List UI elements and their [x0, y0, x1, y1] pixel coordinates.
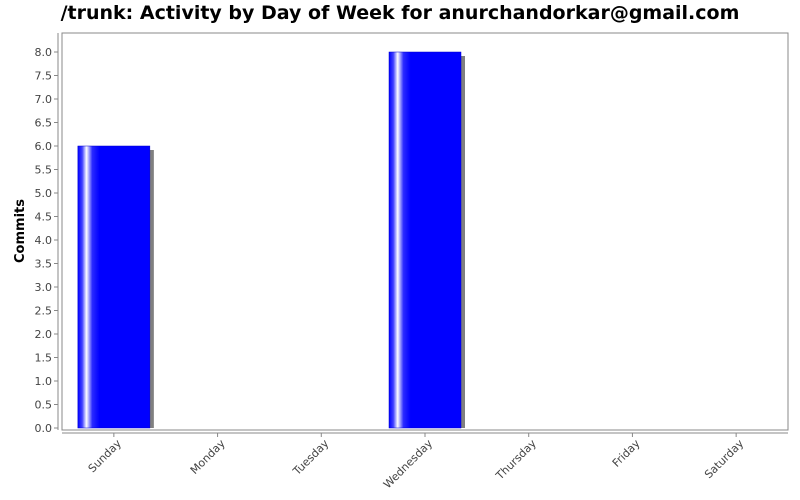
y-tick-label: 4.0: [35, 234, 53, 247]
y-tick-label: 6.0: [35, 140, 53, 153]
x-tick-label-tuesday: Tuesday: [290, 437, 332, 479]
x-tick-label-thursday: Thursday: [493, 437, 539, 483]
y-tick-label: 7.0: [35, 93, 53, 106]
y-ticks: 0.0 0.5 1.0 1.5 2.0 2.5 3.0 3.5 4.0 4.5 5.0 5.5 6.0 6…: [35, 46, 58, 435]
x-tick-label-saturday: Saturday: [702, 437, 747, 482]
x-tick-label-monday: Monday: [188, 437, 228, 477]
y-tick-label: 6.5: [35, 117, 53, 130]
chart-title: /trunk: Activity by Day of Week for anur…: [60, 2, 740, 24]
bar-sunday: [77, 145, 151, 429]
x-tick-label-wednesday: Wednesday: [381, 437, 436, 492]
y-tick-label: 0.5: [35, 399, 53, 412]
y-tick-label: 1.5: [35, 352, 53, 365]
y-tick-label: 3.0: [35, 281, 53, 294]
y-tick-label: 3.5: [35, 258, 53, 271]
x-tick-label-sunday: Sunday: [86, 437, 125, 476]
bars: [77, 51, 462, 429]
y-tick-label: 8.0: [35, 46, 53, 59]
y-tick-label: 4.5: [35, 211, 53, 224]
x-ticks: Sunday Monday Tuesday Wednesday Thursday Frid…: [86, 433, 747, 491]
y-tick-label: 2.5: [35, 305, 53, 318]
y-tick-label: 0.0: [35, 422, 53, 435]
y-tick-label: 7.5: [35, 70, 53, 83]
y-axis-title: Commits: [13, 199, 28, 263]
x-tick-label-friday: Friday: [610, 437, 643, 470]
bar-wednesday: [388, 51, 462, 429]
y-tick-label: 5.5: [35, 164, 53, 177]
y-tick-label: 5.0: [35, 187, 53, 200]
y-tick-label: 2.0: [35, 328, 53, 341]
y-tick-label: 1.0: [35, 375, 53, 388]
